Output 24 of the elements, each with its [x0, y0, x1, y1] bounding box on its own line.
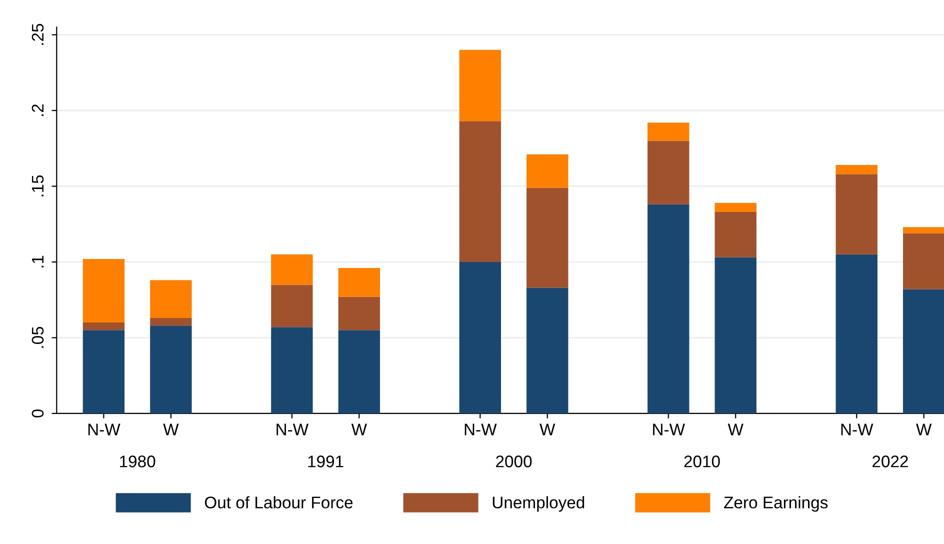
text: 2010: [684, 456, 720, 468]
legend-label: Out of Labour Force: [204, 496, 353, 508]
text: 1980: [120, 456, 156, 468]
y-tick-label: .15: [32, 175, 44, 196]
y-tick-label: .2: [32, 104, 44, 116]
legend-label: Unemployed: [492, 496, 584, 512]
text: 2000: [496, 456, 532, 468]
text: 2022: [872, 456, 908, 468]
y-tick-label: .1: [32, 256, 44, 268]
y-tick-label: 0: [32, 409, 44, 418]
x-tick-label: N-W: [276, 424, 309, 436]
x-tick-label: N-W: [653, 424, 685, 436]
x-tick-label: W: [540, 424, 556, 436]
x-tick-label: N-W: [464, 424, 497, 436]
x-tick-label: N-W: [841, 424, 874, 436]
text: 1991: [308, 456, 344, 468]
y-tick-label: .25: [32, 24, 44, 45]
y-tick-label: .05: [32, 326, 44, 348]
x-tick-label: W: [728, 424, 744, 436]
x-tick-label: W: [163, 424, 179, 436]
x-tick-label: W: [351, 424, 367, 436]
x-tick-label: W: [916, 424, 932, 436]
x-tick-label: N-W: [88, 424, 120, 436]
legend-label: Zero Earnings: [724, 496, 828, 512]
